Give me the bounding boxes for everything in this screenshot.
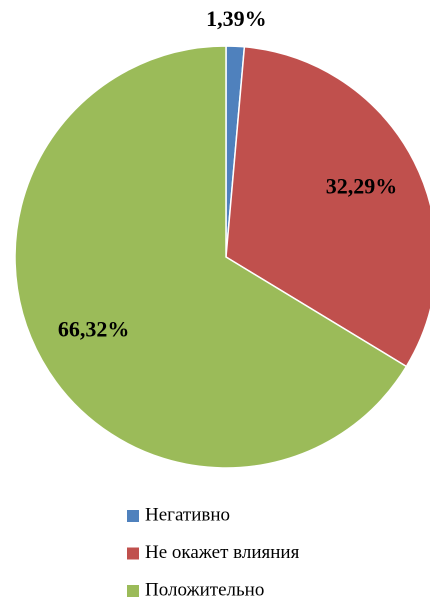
value-label: 66,32% bbox=[58, 317, 130, 342]
value-label: 32,29% bbox=[326, 173, 398, 198]
pie-slice bbox=[225, 45, 430, 368]
value-label: 1,39% bbox=[206, 6, 267, 31]
legend-swatch bbox=[127, 585, 139, 597]
legend-label: Негативно bbox=[145, 504, 230, 525]
legend-label: Положительно bbox=[145, 579, 264, 600]
pie-slice bbox=[14, 45, 408, 469]
legend-swatch bbox=[127, 510, 139, 522]
legend-label: Не окажет влияния bbox=[145, 542, 300, 563]
legend-swatch bbox=[127, 547, 139, 560]
